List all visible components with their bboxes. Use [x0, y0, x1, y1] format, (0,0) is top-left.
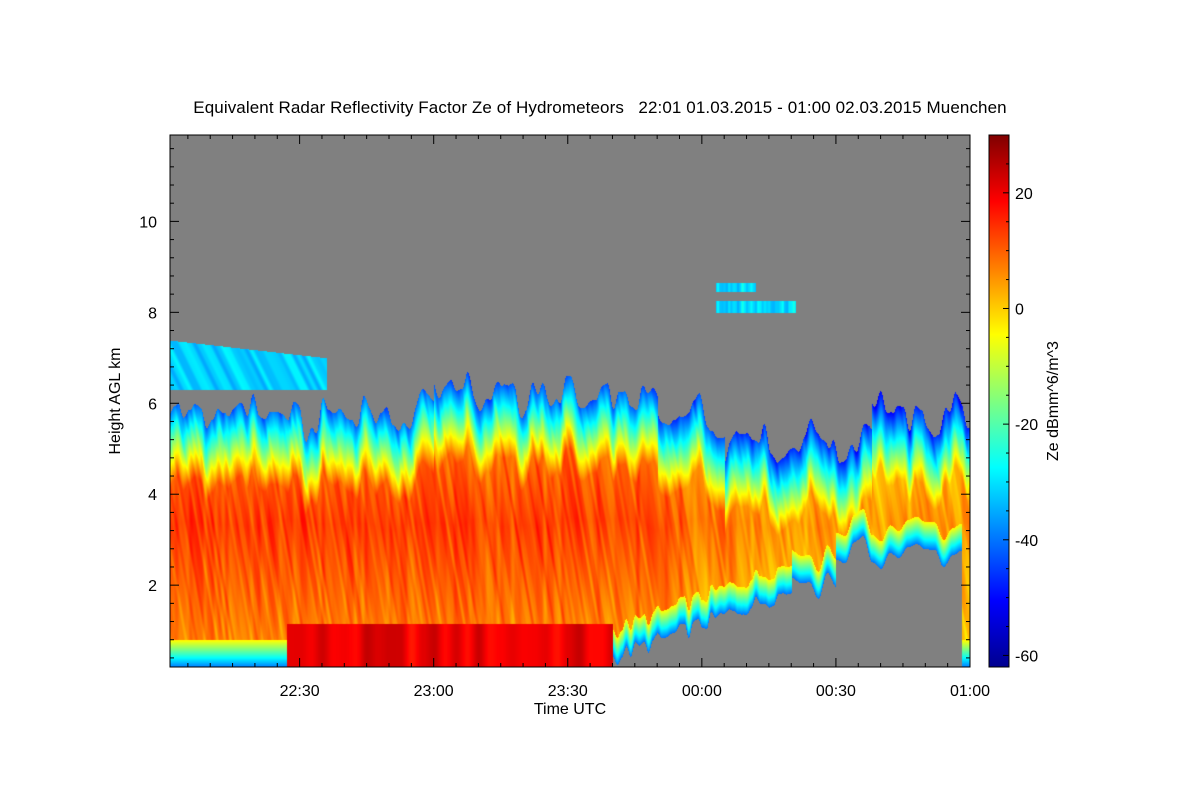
y-tick-label: 6: [148, 396, 157, 413]
y-tick-label: 2: [148, 578, 157, 595]
colorbar-tick-label: -60: [1015, 648, 1038, 665]
colorbar-tick-label: 0: [1015, 301, 1024, 318]
x-tick-label: 23:00: [414, 683, 454, 700]
x-tick-label: 00:30: [816, 683, 856, 700]
colorbar-tick-label: 20: [1015, 186, 1033, 203]
colorbar: 20 0 -20 -40 -60: [988, 134, 1038, 668]
colorbar-tick-label: -20: [1015, 417, 1038, 434]
y-axis-label: Height AGL km: [107, 347, 124, 454]
x-tick-label: 01:00: [950, 683, 990, 700]
x-axis-label: Time UTC: [534, 701, 606, 718]
x-tick-label: 00:00: [682, 683, 722, 700]
colorbar-label: Ze dBmm^6/m^3: [1045, 341, 1062, 461]
colorbar-tick-label: -40: [1015, 533, 1038, 550]
y-tick-label: 4: [148, 487, 157, 504]
plot-area: [170, 135, 970, 667]
axes: 22:30 23:00 23:30 00:00 00:30 01:00 2 4 6 8 10: [139, 134, 990, 700]
x-tick-label: 22:30: [280, 683, 320, 700]
colorbar-gradient: [988, 134, 1010, 668]
reflectivity-heatmap: [170, 135, 970, 667]
y-tick-label: 8: [148, 305, 157, 322]
x-tick-label: 23:30: [548, 683, 588, 700]
plot-frame: [169, 134, 971, 668]
y-tick-label: 10: [139, 214, 157, 231]
chart-title: Equivalent Radar Reflectivity Factor Ze …: [193, 98, 1007, 117]
